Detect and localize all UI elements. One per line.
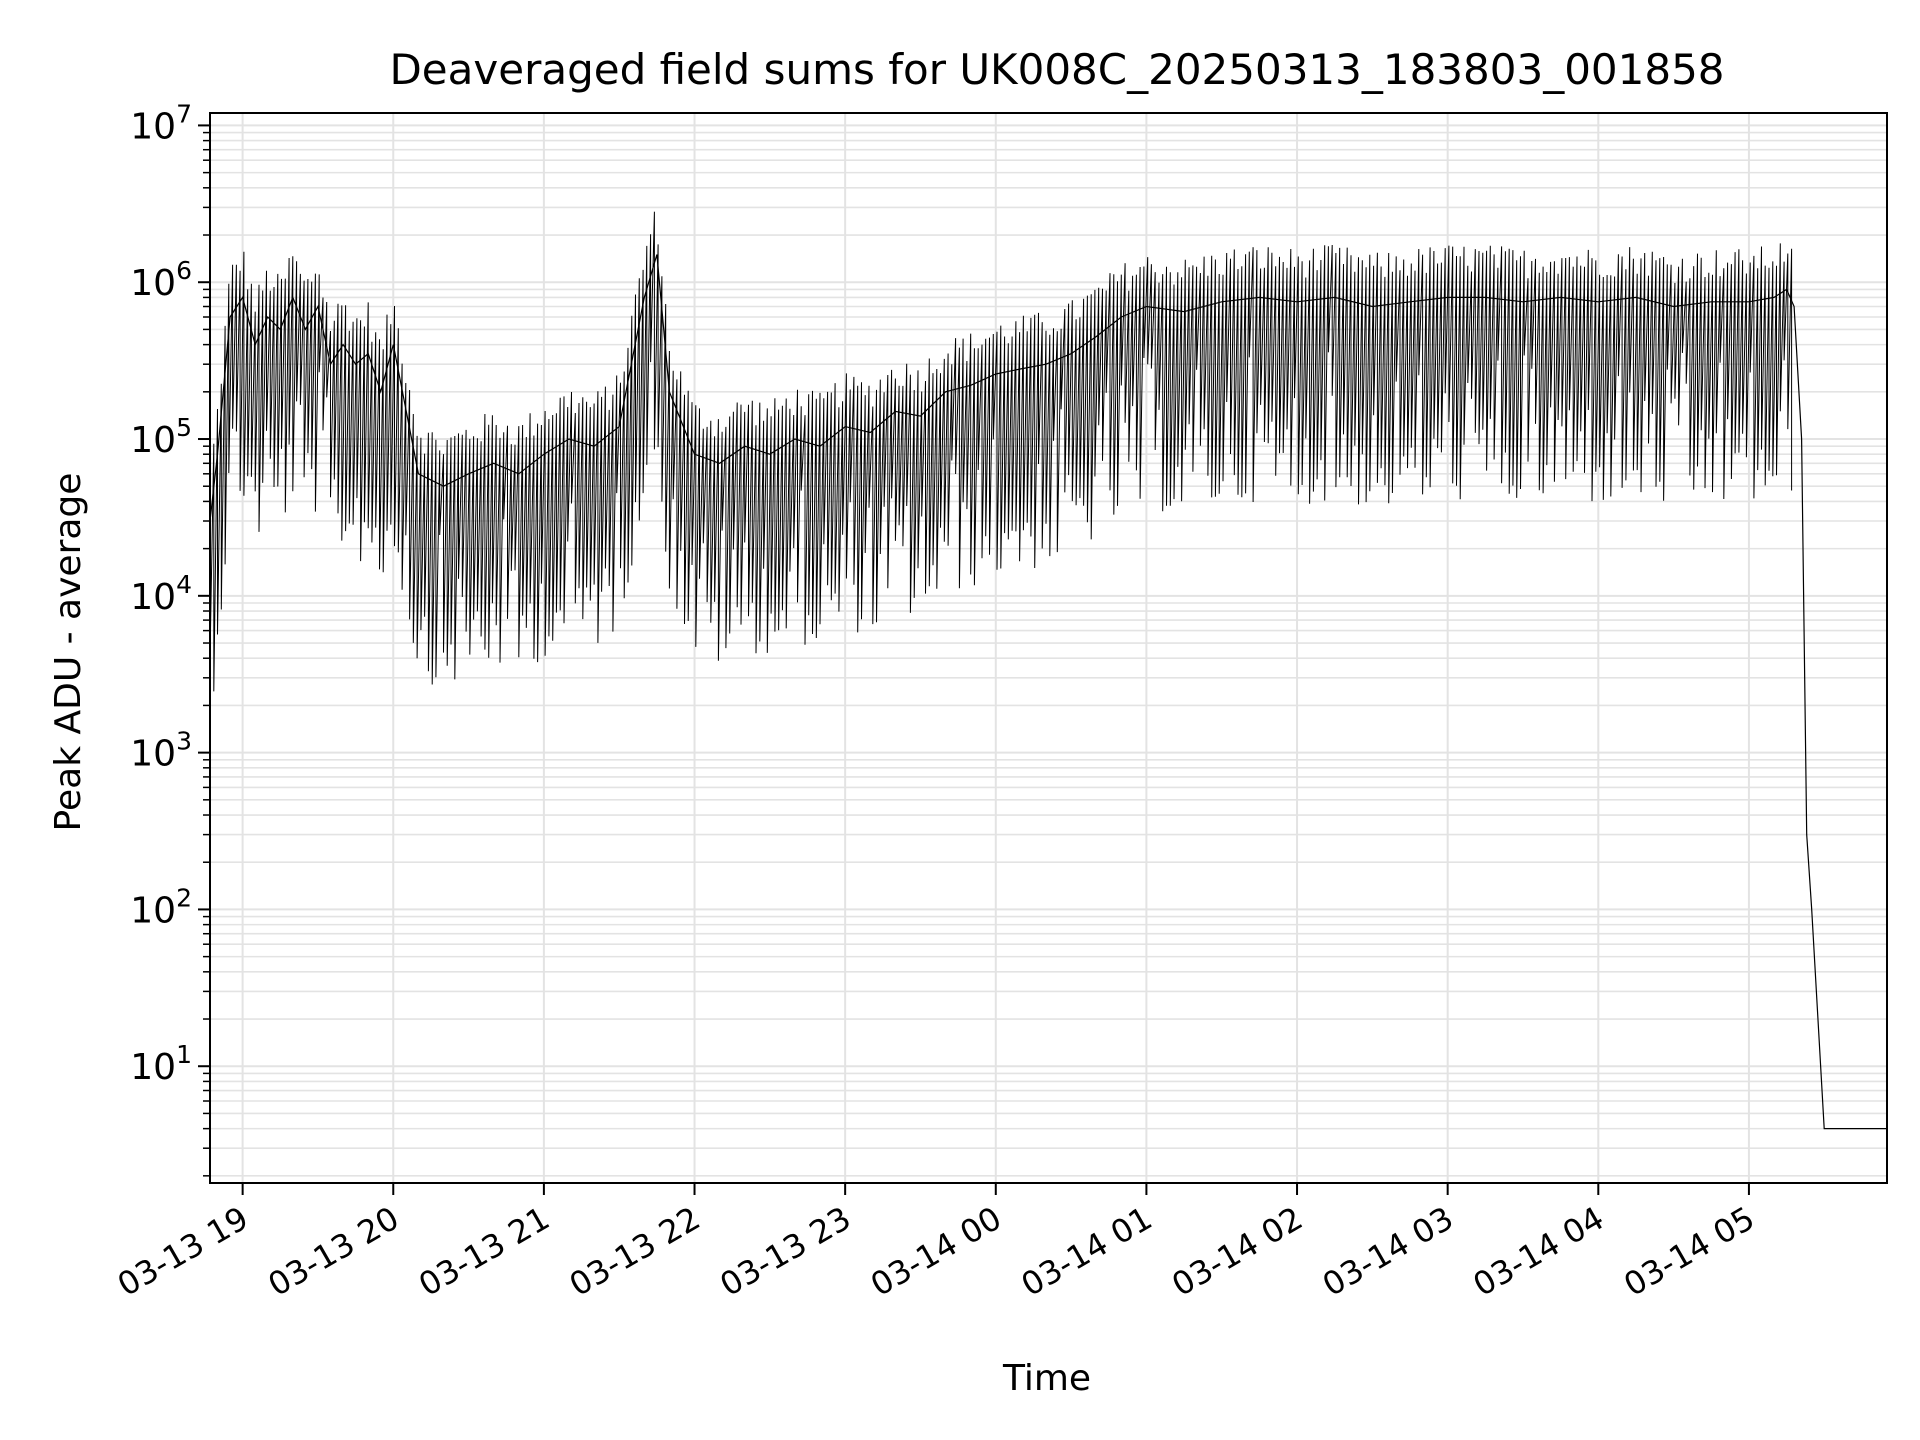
y-tick-label: 103 [130, 727, 192, 775]
x-axis-label: Time [1002, 1358, 1091, 1399]
data-series-samples [209, 211, 1793, 692]
y-tick-label: 105 [130, 413, 192, 461]
y-axis-label: Peak ADU - average [48, 473, 89, 832]
y-tick-label: 107 [130, 99, 192, 147]
chart-title: Deaveraged field sums for UK008C_2025031… [389, 45, 1724, 94]
y-tick-label: 102 [130, 883, 192, 931]
data-series-trace [209, 211, 1793, 692]
y-tick-label: 106 [130, 256, 192, 304]
y-tick-label: 104 [130, 570, 192, 618]
data-series-line [209, 254, 1887, 1130]
grid [210, 113, 1887, 1183]
axes-frame [209, 112, 1888, 1184]
y-axis-ticks: 101 102 103 104 105 106 107 [130, 99, 210, 1177]
y-tick-label: 101 [130, 1040, 192, 1088]
